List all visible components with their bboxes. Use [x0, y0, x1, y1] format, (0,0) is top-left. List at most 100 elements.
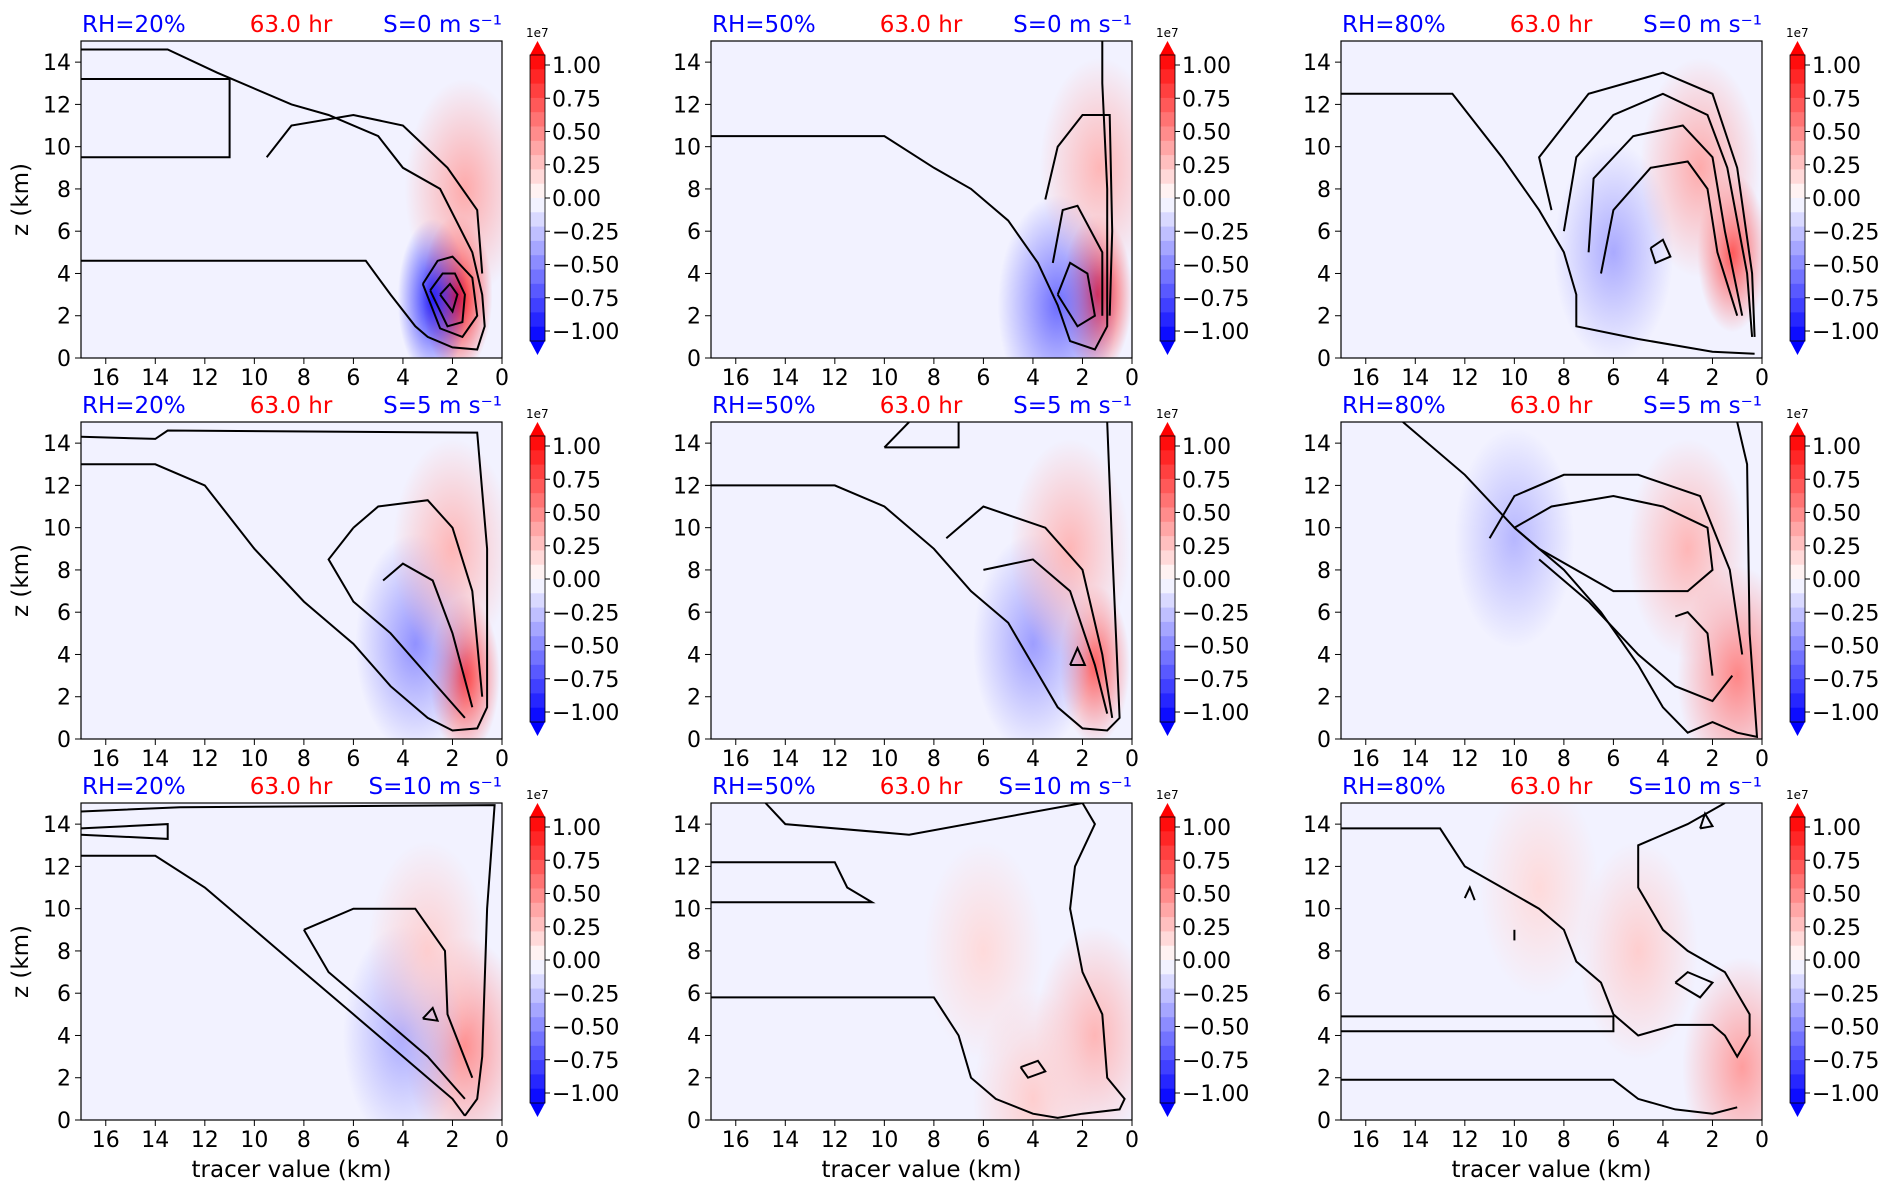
colorbar-tick-label: −0.25 [1812, 220, 1879, 245]
x-tick-label: 12 [1451, 1128, 1479, 1153]
y-tick-label: 12 [1303, 855, 1331, 880]
colorbar-segment [530, 974, 545, 990]
colorbar-segment [1160, 69, 1175, 85]
y-tick-label: 4 [687, 262, 701, 287]
contour-line [1562, 92, 1754, 337]
colorbar-segment [1160, 97, 1175, 113]
colorbar-segment [530, 183, 545, 199]
time-title: 63.0 hr [880, 12, 963, 38]
colorbar-segment [1160, 593, 1175, 609]
field-blob [1627, 438, 1748, 659]
x-tick-label: 2 [445, 366, 459, 391]
y-tick-label: 10 [673, 136, 701, 161]
panel-1-0: 16 14 12 10 8 6 4 2 0 0 2 4 6 8 10 12 14 RH=20% 63.0 hr S=5… [8, 393, 619, 772]
y-tick-label: 14 [1303, 51, 1331, 76]
y-tick-label: 2 [57, 1067, 71, 1092]
x-tick-label: 4 [396, 1128, 410, 1153]
colorbar-segment [530, 831, 545, 847]
x-tick-label: 16 [1352, 1128, 1380, 1153]
x-tick-label: 2 [445, 1128, 459, 1153]
colorbar-segment [1790, 464, 1805, 480]
y-tick-label: 2 [57, 305, 71, 330]
x-tick-label: 14 [141, 366, 169, 391]
colorbar-tick-label: 1.00 [1812, 54, 1861, 79]
x-tick-label: 4 [1656, 1128, 1670, 1153]
colorbar-segment [1790, 97, 1805, 113]
colorbar-tick-label: 1.00 [552, 435, 601, 460]
colorbar-segment [530, 693, 545, 709]
x-tick-label: 10 [240, 1128, 268, 1153]
colorbar-segment [1790, 664, 1805, 680]
colorbar-segment [530, 269, 545, 285]
y-tick-label: 10 [43, 517, 71, 542]
x-tick-label: 4 [1026, 1128, 1040, 1153]
y-tick-label: 0 [57, 347, 71, 372]
colorbar-tick-label: 0.00 [1812, 568, 1861, 593]
shear-title: S=0 m s⁻¹ [1643, 12, 1762, 38]
colorbar-tick-label: 1.00 [1812, 435, 1861, 460]
colorbar-tick-label: −0.75 [1182, 668, 1249, 693]
x-tick-label: 8 [927, 366, 941, 391]
contour-line [81, 804, 496, 1117]
colorbar-segment [1160, 679, 1175, 694]
y-tick-label: 2 [1317, 1067, 1331, 1092]
colorbar-tick-label: −0.75 [1182, 287, 1249, 312]
colorbar-segment [1160, 693, 1175, 709]
colorbar-tick-label: −1.00 [1812, 1082, 1879, 1107]
x-tick-label: 10 [240, 747, 268, 772]
contour-line [1600, 160, 1739, 316]
colorbar-tick-label: −0.25 [552, 220, 619, 245]
colorbar-segment [530, 1045, 545, 1061]
colorbar-segment [1790, 579, 1805, 594]
colorbar-tick-label: 0.50 [552, 883, 601, 908]
colorbar-segment [1160, 917, 1175, 932]
colorbar-segment [1790, 283, 1805, 299]
y-tick-label: 6 [1317, 601, 1331, 626]
y-tick-label: 8 [1317, 559, 1331, 584]
colorbar-extend-top [1790, 41, 1805, 55]
panel-2-0: 16 14 12 10 8 6 4 2 0 0 2 4 6 8 10 12 14 RH=20% 63.0 hr S=1… [8, 774, 619, 1183]
x-tick-label: 10 [1500, 1128, 1528, 1153]
colorbar-segment [1790, 707, 1805, 723]
contour-line [352, 499, 484, 697]
colorbar-segment [530, 945, 545, 961]
x-tick-label: 6 [976, 1128, 990, 1153]
colorbar-segment [530, 112, 545, 127]
x-axis-label: tracer value (km) [1452, 1157, 1652, 1183]
x-tick-label: 8 [927, 747, 941, 772]
colorbar-extend-bottom [1790, 1103, 1805, 1117]
time-title: 63.0 hr [1510, 774, 1593, 800]
y-tick-label: 10 [1303, 517, 1331, 542]
colorbar-tick-label: −0.25 [1182, 220, 1249, 245]
contour-line [265, 113, 484, 274]
colorbar-tick-label: 0.00 [1182, 187, 1231, 212]
contour-line [81, 48, 486, 351]
colorbar-tick-label: −0.75 [1812, 668, 1879, 693]
contour-line [711, 803, 1126, 1119]
colorbar-tick-label: 0.75 [1812, 87, 1861, 112]
colorbar-segment [1160, 536, 1175, 551]
x-tick-label: 16 [92, 1128, 120, 1153]
colorbar-tick-label: 0.25 [1812, 535, 1861, 560]
rh-title: RH=20% [82, 774, 186, 800]
colorbar-segment [530, 960, 545, 975]
colorbar-segment [1790, 226, 1805, 242]
y-tick-label: 0 [687, 1109, 701, 1134]
colorbar-segment [530, 507, 545, 523]
colorbar-segment [1160, 183, 1175, 199]
shear-title: S=10 m s⁻¹ [1628, 774, 1762, 800]
colorbar-segment [530, 198, 545, 213]
colorbar-segment [530, 707, 545, 723]
x-tick-label: 16 [722, 1128, 750, 1153]
x-tick-label: 10 [870, 1128, 898, 1153]
colorbar-segment [530, 140, 545, 156]
x-tick-label: 8 [297, 366, 311, 391]
contour-line [303, 929, 466, 1100]
colorbar-extend-bottom [530, 341, 545, 355]
y-tick-label: 10 [673, 898, 701, 923]
colorbar-segment [1160, 550, 1175, 566]
colorbar-tick-label: −1.00 [552, 1082, 619, 1107]
y-tick-label: 4 [1317, 643, 1331, 668]
colorbar-extend-bottom [1790, 722, 1805, 736]
colorbar-tick-label: −0.25 [1182, 601, 1249, 626]
